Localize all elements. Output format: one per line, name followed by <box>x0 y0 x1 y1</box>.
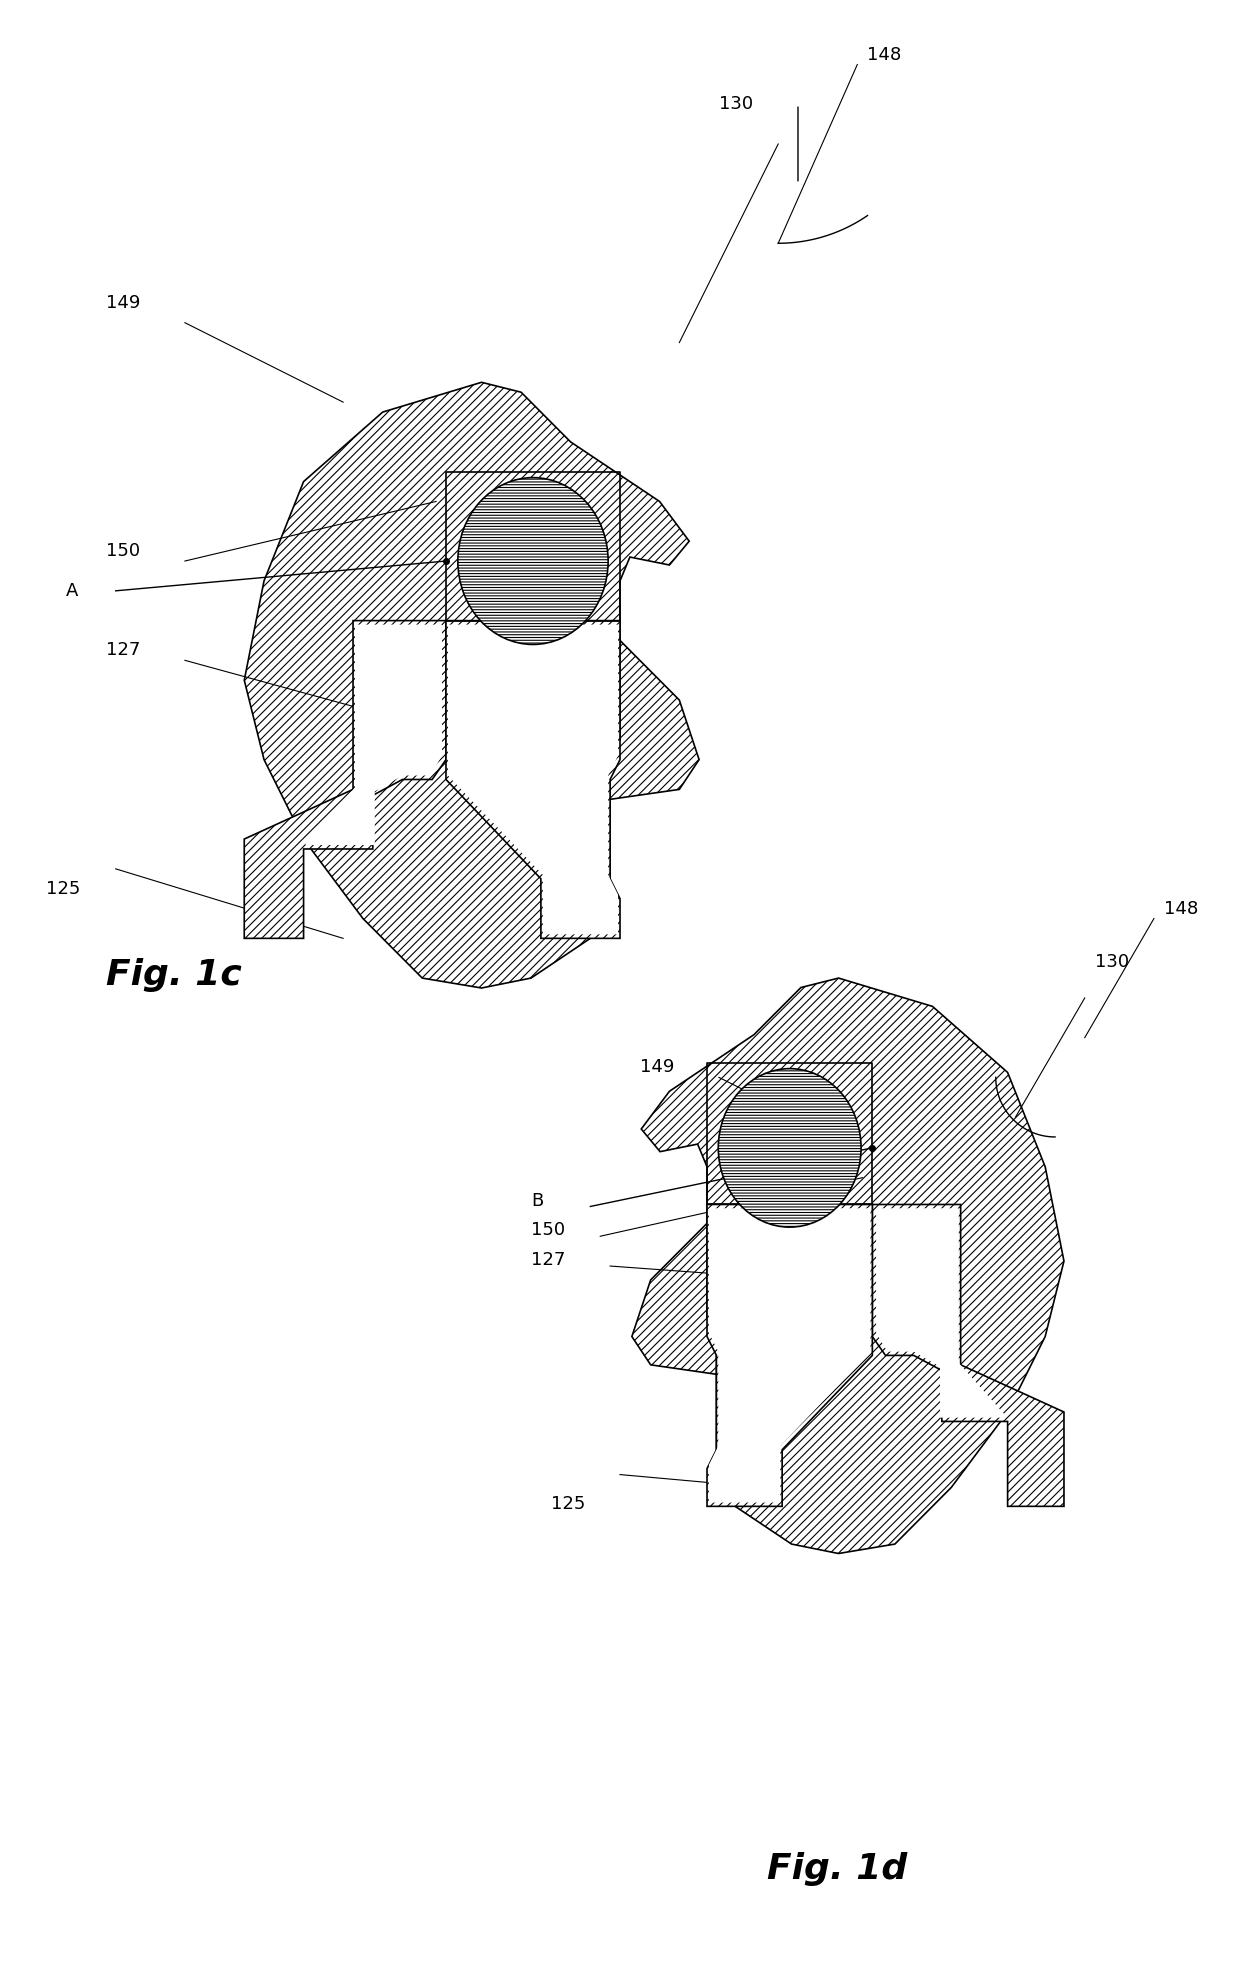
Text: Fig. 1c: Fig. 1c <box>105 957 242 993</box>
Text: Fig. 1d: Fig. 1d <box>768 1851 908 1885</box>
Polygon shape <box>707 1205 873 1507</box>
Polygon shape <box>446 621 620 938</box>
Text: 127: 127 <box>105 641 140 659</box>
Text: 148: 148 <box>1164 900 1198 918</box>
Polygon shape <box>873 1205 1064 1507</box>
Text: 125: 125 <box>46 880 81 898</box>
Polygon shape <box>709 1209 870 1503</box>
Polygon shape <box>448 625 618 934</box>
Text: 130: 130 <box>719 95 753 113</box>
Polygon shape <box>244 382 689 987</box>
Text: 148: 148 <box>867 45 901 63</box>
Text: 149: 149 <box>105 295 140 313</box>
Text: 130: 130 <box>1095 953 1128 971</box>
Polygon shape <box>244 621 446 938</box>
Text: B: B <box>531 1191 543 1209</box>
Text: 149: 149 <box>640 1058 675 1076</box>
Ellipse shape <box>458 477 608 645</box>
Text: 125: 125 <box>551 1495 585 1513</box>
Ellipse shape <box>718 1068 861 1226</box>
Text: A: A <box>66 582 78 599</box>
Polygon shape <box>632 1222 717 1375</box>
Text: 150: 150 <box>531 1220 565 1240</box>
Polygon shape <box>610 641 699 799</box>
Text: 127: 127 <box>531 1250 565 1270</box>
Polygon shape <box>877 1209 1006 1418</box>
Polygon shape <box>641 977 1064 1553</box>
Text: 150: 150 <box>105 542 140 560</box>
Polygon shape <box>305 625 441 845</box>
